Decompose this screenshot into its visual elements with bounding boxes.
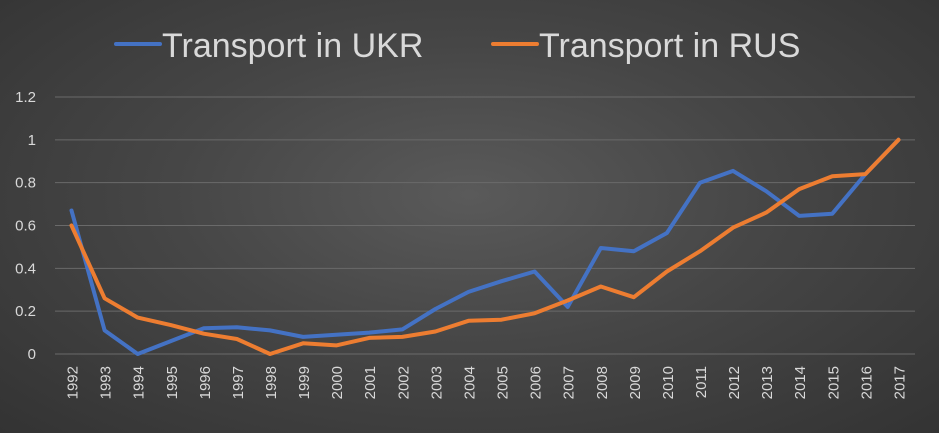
series-line-rus — [69, 137, 901, 356]
data-point — [334, 333, 338, 337]
data-point — [467, 290, 471, 294]
data-point — [103, 296, 107, 300]
data-point — [70, 224, 74, 228]
data-point — [830, 174, 834, 178]
data-point — [301, 341, 305, 345]
y-tick-label: 0 — [28, 346, 36, 363]
x-tick-label: 2011 — [693, 366, 710, 398]
y-tick-label: 0.4 — [15, 260, 36, 277]
data-point — [70, 209, 74, 213]
x-tick-label: 2003 — [428, 366, 445, 399]
x-tick-label: 2000 — [329, 366, 346, 399]
x-axis: 1992 1993 1994 1995 1996 1997 1998 1999 2000 2001… — [65, 366, 909, 399]
data-point — [334, 343, 338, 347]
data-point — [566, 305, 570, 309]
data-point — [599, 285, 603, 289]
x-tick-label: 2001 — [362, 366, 379, 399]
x-tick-label: 2010 — [660, 366, 677, 399]
chart-gridlines — [55, 96, 915, 355]
x-tick-label: 1993 — [98, 366, 115, 399]
data-point — [500, 318, 504, 322]
data-point — [103, 328, 107, 332]
data-point — [731, 226, 735, 230]
data-point — [433, 330, 437, 334]
data-point — [202, 332, 206, 336]
x-tick-label: 2017 — [891, 366, 908, 399]
legend-label: Transport in RUS — [539, 27, 800, 65]
data-point — [830, 212, 834, 216]
data-point — [400, 335, 404, 339]
data-point — [500, 279, 504, 283]
series-line-ukr — [69, 137, 901, 356]
data-point — [632, 249, 636, 253]
x-tick-label: 1995 — [164, 366, 181, 399]
x-tick-label: 1998 — [263, 366, 280, 399]
x-tick-label: 2012 — [726, 366, 743, 399]
data-point — [632, 295, 636, 299]
data-point — [400, 327, 404, 331]
data-point — [533, 270, 537, 274]
data-point — [731, 169, 735, 173]
x-tick-label: 2005 — [495, 366, 512, 399]
x-tick-label: 1992 — [65, 366, 82, 399]
data-point — [698, 249, 702, 253]
data-point — [467, 319, 471, 323]
x-tick-label: 2015 — [825, 366, 842, 399]
x-tick-label: 1997 — [230, 366, 247, 399]
data-point — [136, 316, 140, 320]
data-point — [897, 138, 901, 142]
data-point — [533, 311, 537, 315]
legend-label: Transport in UKR — [162, 27, 423, 65]
data-point — [268, 352, 272, 356]
y-tick-label: 0.8 — [15, 175, 36, 192]
legend-item-ukr: Transport in UKR — [114, 27, 423, 65]
x-tick-label: 2006 — [528, 366, 545, 399]
data-point — [764, 189, 768, 193]
data-point — [797, 214, 801, 218]
x-tick-label: 2016 — [858, 366, 875, 399]
data-point — [863, 172, 867, 176]
y-axis: 0 0.2 0.4 0.6 0.8 1 1.2 — [15, 89, 36, 363]
data-point — [268, 328, 272, 332]
chart-legend: Transport in UKR Transport in RUS — [114, 27, 800, 65]
x-tick-label: 2004 — [461, 366, 478, 399]
data-point — [235, 337, 239, 341]
legend-item-rus: Transport in RUS — [491, 27, 800, 65]
data-point — [202, 326, 206, 330]
data-point — [599, 246, 603, 250]
x-tick-label: 2008 — [594, 366, 611, 399]
x-tick-label: 2009 — [627, 366, 644, 399]
y-tick-label: 0.2 — [15, 303, 36, 320]
y-tick-label: 0.6 — [15, 218, 36, 235]
data-point — [698, 181, 702, 185]
data-point — [764, 211, 768, 215]
x-tick-label: 1999 — [296, 366, 313, 399]
data-point — [301, 335, 305, 339]
data-point — [169, 339, 173, 343]
x-tick-label: 2002 — [395, 366, 412, 399]
y-tick-label: 1.2 — [15, 89, 36, 106]
series-layer — [69, 137, 901, 356]
data-point — [235, 325, 239, 329]
data-point — [665, 231, 669, 235]
x-tick-label: 1996 — [197, 366, 214, 399]
y-tick-label: 1 — [28, 132, 36, 149]
x-tick-label: 2014 — [792, 366, 809, 399]
data-point — [797, 187, 801, 191]
x-tick-label: 2007 — [561, 366, 578, 399]
x-tick-label: 2013 — [759, 366, 776, 399]
x-tick-label: 1994 — [131, 366, 148, 399]
data-point — [665, 270, 669, 274]
data-point — [169, 323, 173, 327]
data-point — [433, 307, 437, 311]
data-point — [367, 336, 371, 340]
data-point — [367, 331, 371, 335]
data-point — [136, 352, 140, 356]
data-point — [566, 299, 570, 303]
